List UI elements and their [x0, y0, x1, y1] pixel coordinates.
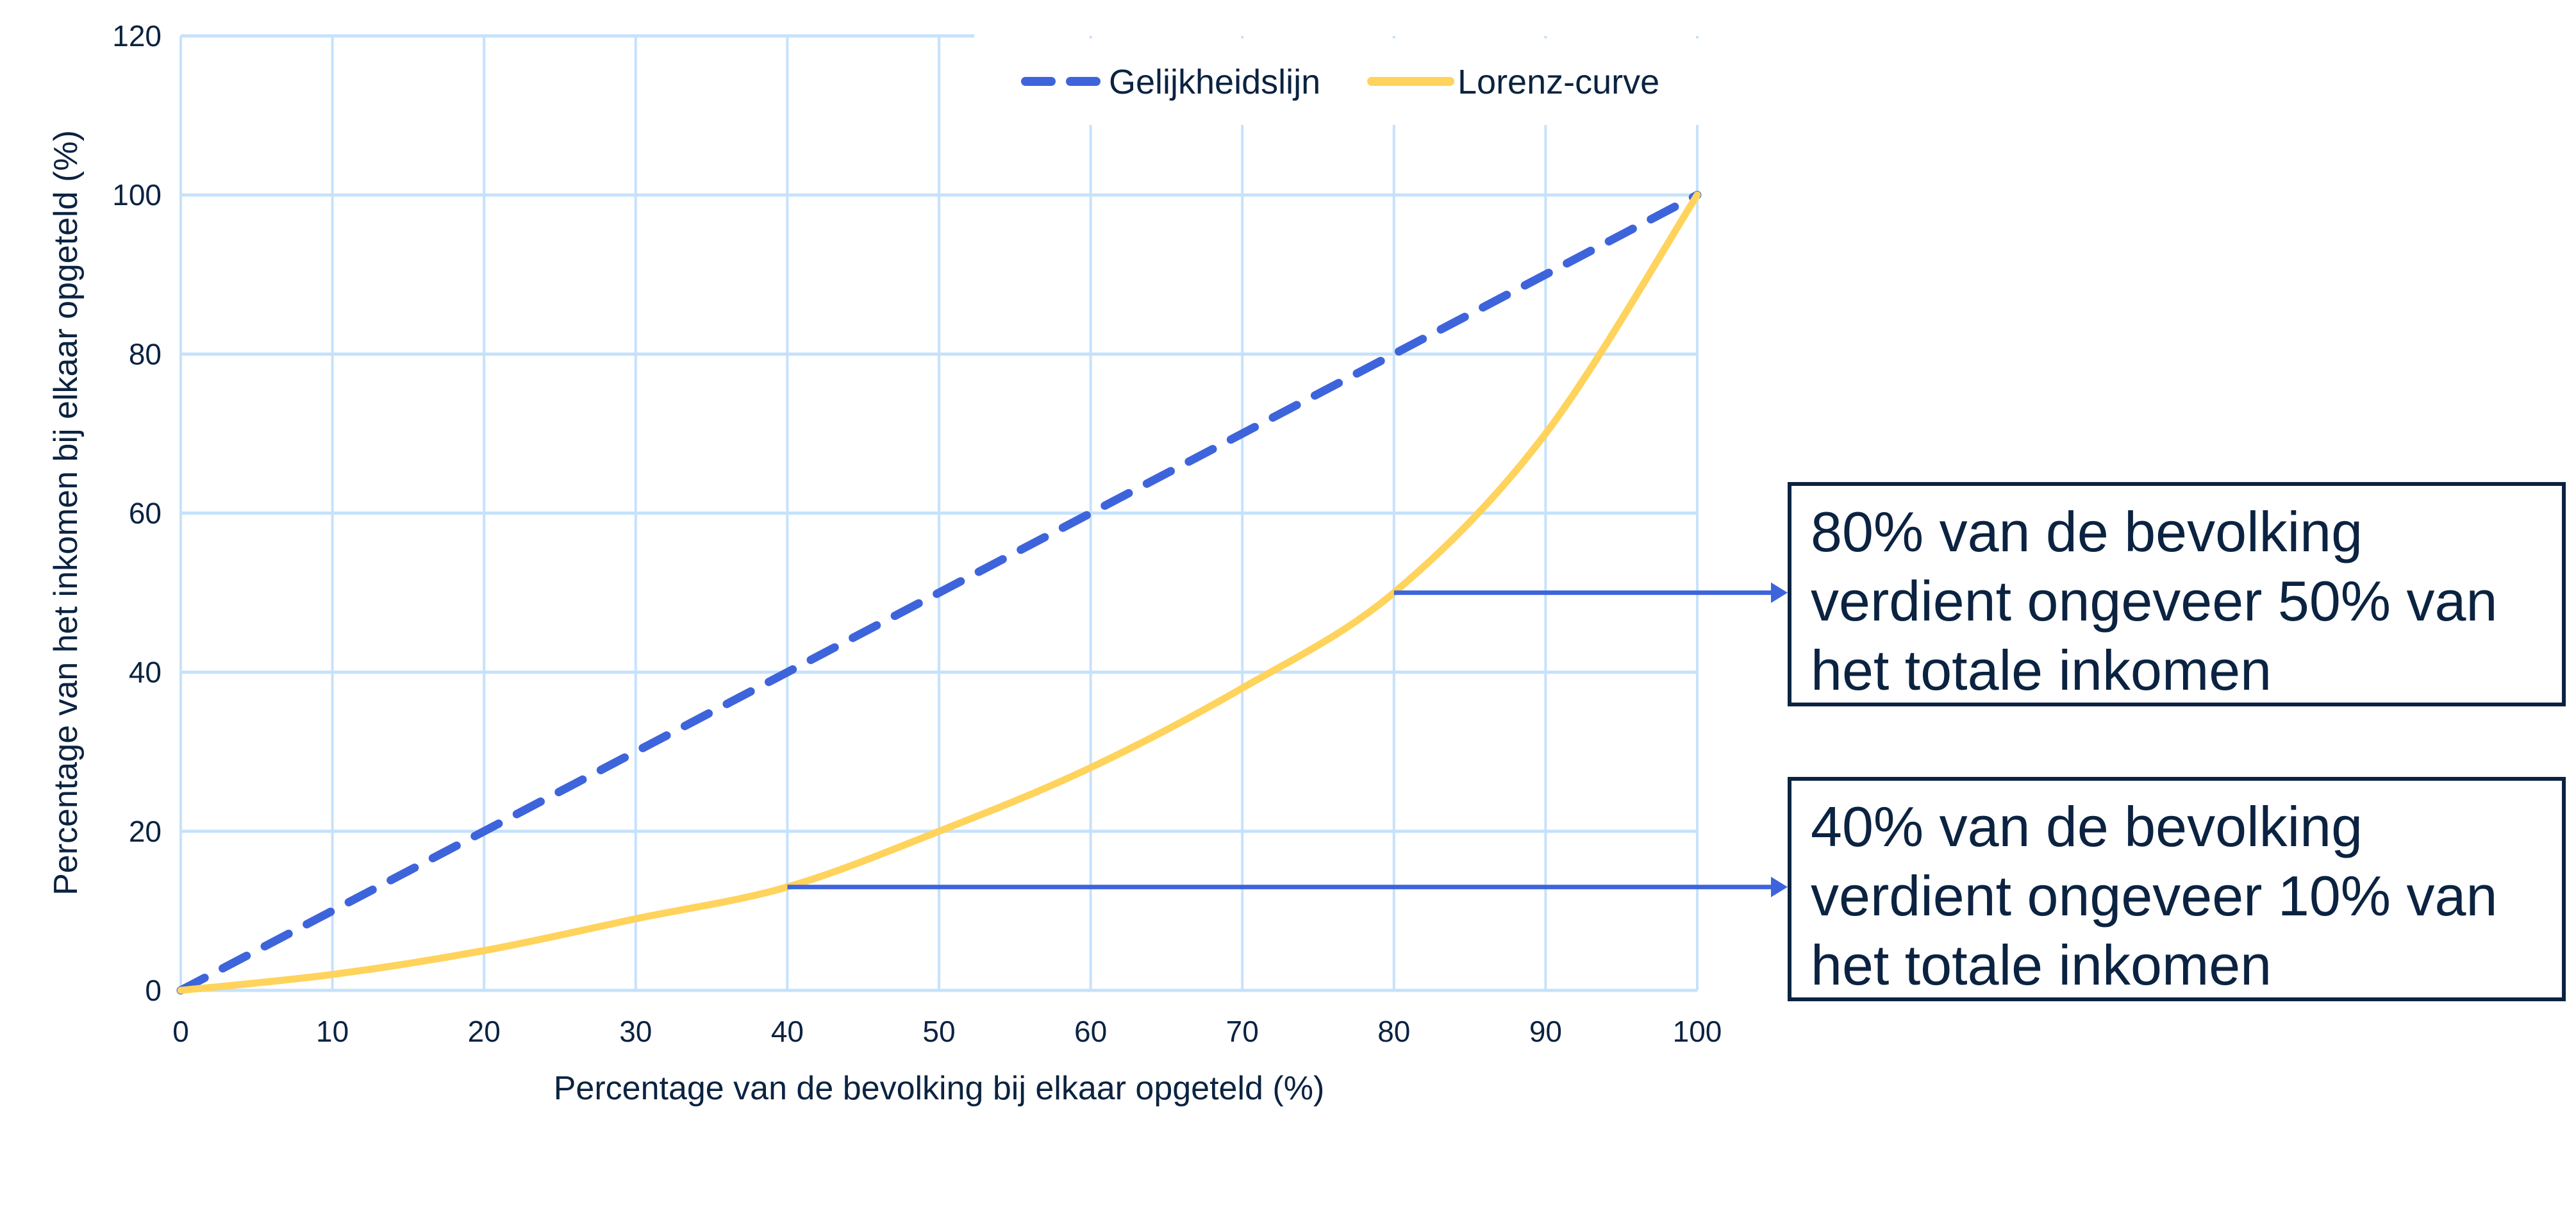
callout-40-percent: 40% van de bevolking verdient ongeveer 1…: [1788, 777, 2566, 1001]
arrowhead-icon: [1771, 582, 1788, 603]
x-tick-label: 10: [316, 1015, 349, 1048]
x-tick-label: 20: [468, 1015, 501, 1048]
y-tick-label: 0: [145, 974, 162, 1007]
x-tick-label: 90: [1529, 1015, 1562, 1048]
callout-80-percent: 80% van de bevolking verdient ongeveer 5…: [1788, 482, 2566, 706]
y-tick-label: 100: [112, 178, 162, 212]
x-tick-label: 30: [619, 1015, 652, 1048]
y-tick-label: 40: [129, 656, 162, 689]
x-tick-label: 70: [1226, 1015, 1259, 1048]
y-tick-label: 80: [129, 337, 162, 371]
y-axis-title: Percentage van het inkomen bij elkaar op…: [47, 130, 85, 895]
y-tick-label: 20: [129, 815, 162, 848]
x-tick-label: 60: [1074, 1015, 1107, 1048]
series-gelijkheidslijn: [176, 190, 1702, 995]
annotation-arrows: [787, 582, 1788, 897]
tick-labels: 0 20 40 60 80 100 120 0 10 20 30 40 50 60 70 80 90 100: [112, 19, 1722, 1048]
x-tick-label: 50: [922, 1015, 955, 1048]
arrowhead-icon: [1771, 876, 1788, 897]
x-axis-title: Percentage van de bevolking bij elkaar o…: [554, 1070, 1325, 1107]
series-lorenz-curve: [177, 191, 1701, 994]
legend-label-lorenz: Lorenz-curve: [1458, 63, 1659, 101]
x-tick-label: 0: [172, 1015, 189, 1048]
series: [176, 190, 1702, 995]
y-tick-label: 120: [112, 19, 162, 53]
legend-label-gelijkheidslijn: Gelijkheidslijn: [1109, 63, 1320, 101]
y-tick-label: 60: [129, 497, 162, 530]
x-tick-label: 100: [1673, 1015, 1722, 1048]
grid: [179, 34, 1699, 992]
x-tick-label: 40: [771, 1015, 804, 1048]
x-tick-label: 80: [1377, 1015, 1410, 1048]
legend: Gelijkheidslijn Lorenz-curve: [1021, 63, 1659, 101]
